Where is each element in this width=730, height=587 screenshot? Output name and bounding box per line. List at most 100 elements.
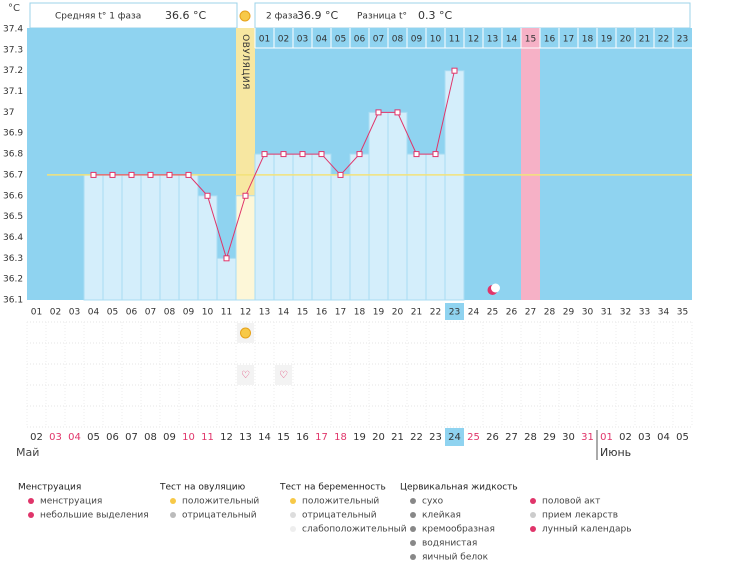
day-label: 19 xyxy=(373,308,385,318)
bar xyxy=(197,195,218,301)
day-label: 20 xyxy=(392,308,404,318)
phase2-day: 13 xyxy=(487,35,498,45)
legend-item: половой акт xyxy=(542,497,600,507)
bar xyxy=(387,111,408,301)
y-tick-label: 37.2 xyxy=(3,66,23,76)
legend-icon xyxy=(410,554,416,560)
temp-point xyxy=(90,171,97,178)
temp-point xyxy=(451,67,458,74)
date-label: 05 xyxy=(676,432,689,443)
marked-column xyxy=(521,28,540,300)
bar xyxy=(273,153,294,301)
phase2-day: 06 xyxy=(354,35,366,45)
date-label: 04 xyxy=(657,432,670,443)
legend-item: отрицательный xyxy=(302,511,377,521)
day-label: 03 xyxy=(69,308,80,318)
diff-value: 0.3 °C xyxy=(418,9,452,22)
day-label: 13 xyxy=(259,308,270,318)
legend-item: положительный xyxy=(302,497,379,507)
legend-title: Тест на овуляцию xyxy=(159,483,246,493)
date-label: 28 xyxy=(524,432,537,443)
bar xyxy=(292,153,313,301)
month-label: Май xyxy=(16,446,39,459)
y-tick-label: 37.3 xyxy=(3,45,23,55)
phase1-value: 36.6 °C xyxy=(165,9,206,22)
y-tick-label: 36.6 xyxy=(3,191,23,201)
bar xyxy=(311,153,332,301)
phase2-day: 03 xyxy=(297,35,308,45)
legend-item: положительный xyxy=(182,497,259,507)
day-label: 27 xyxy=(525,308,536,318)
date-label: 14 xyxy=(258,432,271,443)
phase1-label: Средняя t° 1 фаза xyxy=(55,12,141,22)
day-label: 23 xyxy=(449,308,460,318)
legend-title: Менструация xyxy=(18,483,81,493)
day-label: 05 xyxy=(107,308,118,318)
date-label: 02 xyxy=(619,432,632,443)
ovulation-icon xyxy=(239,10,251,22)
event-bg xyxy=(237,365,254,385)
moon-cut xyxy=(491,283,500,293)
date-label: 13 xyxy=(239,432,252,443)
date-label: 18 xyxy=(334,432,347,443)
legend-icon xyxy=(410,526,416,532)
phase2-value: 36.9 °C xyxy=(297,9,338,22)
date-label: 02 xyxy=(30,432,43,443)
phase2-label: 2 фаза xyxy=(266,12,298,22)
legend-item: яичный белок xyxy=(422,553,489,563)
heart: ♡ xyxy=(241,370,250,381)
legend-icon xyxy=(410,498,416,504)
phase2-day: 08 xyxy=(392,35,404,45)
day-label: 17 xyxy=(335,308,346,318)
temp-point xyxy=(128,171,135,178)
legend-icon xyxy=(28,512,34,518)
phase2-day: 11 xyxy=(449,35,460,45)
unit: °C xyxy=(8,3,20,14)
day-label: 04 xyxy=(88,308,100,318)
bar xyxy=(83,174,104,301)
temp-point xyxy=(147,171,154,178)
date-label: 08 xyxy=(144,432,157,443)
phase2-day: 15 xyxy=(525,35,536,45)
today-date-box xyxy=(445,428,464,446)
date-label: 03 xyxy=(49,432,62,443)
phase2-day: 01 xyxy=(259,35,270,45)
phase2-day: 20 xyxy=(620,35,632,45)
day-label: 10 xyxy=(202,308,214,318)
day-label: 16 xyxy=(316,308,328,318)
temp-point xyxy=(318,151,325,158)
date-label: 24 xyxy=(448,432,461,443)
bar xyxy=(159,174,180,301)
legend-item: небольшие выделения xyxy=(40,511,149,521)
date-label: 22 xyxy=(410,432,423,443)
phase2-day: 17 xyxy=(563,35,574,45)
legend-item: водянистая xyxy=(422,539,477,549)
legend-icon xyxy=(170,498,176,504)
y-tick-label: 36.4 xyxy=(3,233,23,243)
y-tick-label: 36.7 xyxy=(3,170,23,180)
legend-icon xyxy=(290,512,296,518)
date-label: 10 xyxy=(182,432,195,443)
date-label: 03 xyxy=(638,432,651,443)
temp-point xyxy=(109,171,116,178)
date-label: 19 xyxy=(353,432,366,443)
legend-icon xyxy=(410,512,416,518)
bar xyxy=(349,153,370,301)
day-label: 01 xyxy=(31,308,42,318)
bar xyxy=(368,111,389,301)
day-label: 07 xyxy=(145,308,156,318)
legend-icon xyxy=(530,512,536,518)
temp-point xyxy=(375,109,382,116)
legend-icon xyxy=(28,498,34,504)
today-box xyxy=(445,303,464,320)
phase2-day: 16 xyxy=(544,35,556,45)
legend-icon xyxy=(170,512,176,518)
day-label: 25 xyxy=(487,308,498,318)
day-label: 32 xyxy=(620,308,631,318)
legend-icon xyxy=(290,498,296,504)
phase2-day: 23 xyxy=(677,35,688,45)
temp-point xyxy=(242,192,249,199)
date-label: 09 xyxy=(163,432,176,443)
day-label: 15 xyxy=(297,308,308,318)
